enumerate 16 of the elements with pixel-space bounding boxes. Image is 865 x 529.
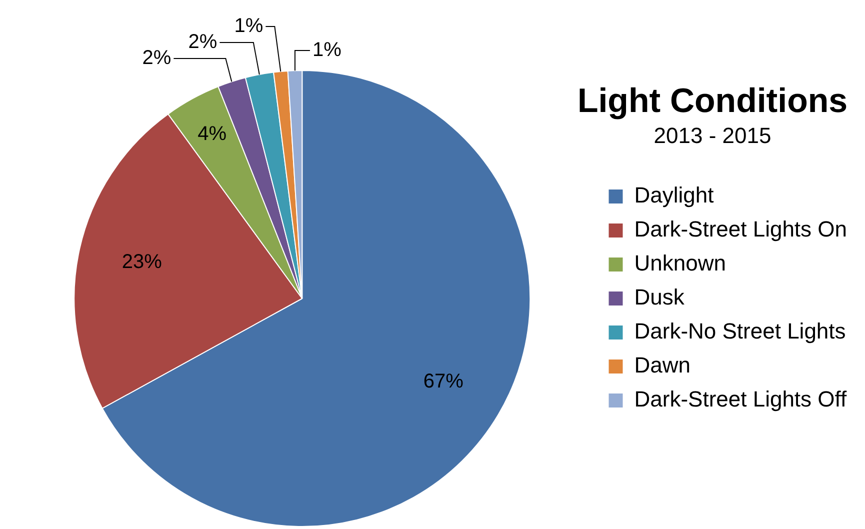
- data-label: 67%: [423, 370, 464, 393]
- data-label: 1%: [312, 39, 342, 62]
- legend-label: Dusk: [634, 284, 686, 310]
- legend-label: Unknown: [634, 250, 726, 276]
- text: 2013 - 2015: [652, 123, 772, 149]
- data-label: 2%: [188, 31, 218, 54]
- data-label: 4%: [198, 123, 227, 146]
- text: Light Conditions: [576, 82, 849, 121]
- legend-label: Dark-Street Lights Off: [634, 386, 848, 412]
- legend-label: Daylight: [634, 182, 714, 208]
- legend-label: Dark-No Street Lights: [634, 318, 846, 344]
- data-label: 2%: [142, 47, 172, 70]
- data-label: 1%: [234, 15, 264, 38]
- legend-label: Dark-Street Lights On: [634, 216, 847, 242]
- legend-label: Dawn: [634, 352, 690, 378]
- data-label: 23%: [122, 251, 162, 274]
